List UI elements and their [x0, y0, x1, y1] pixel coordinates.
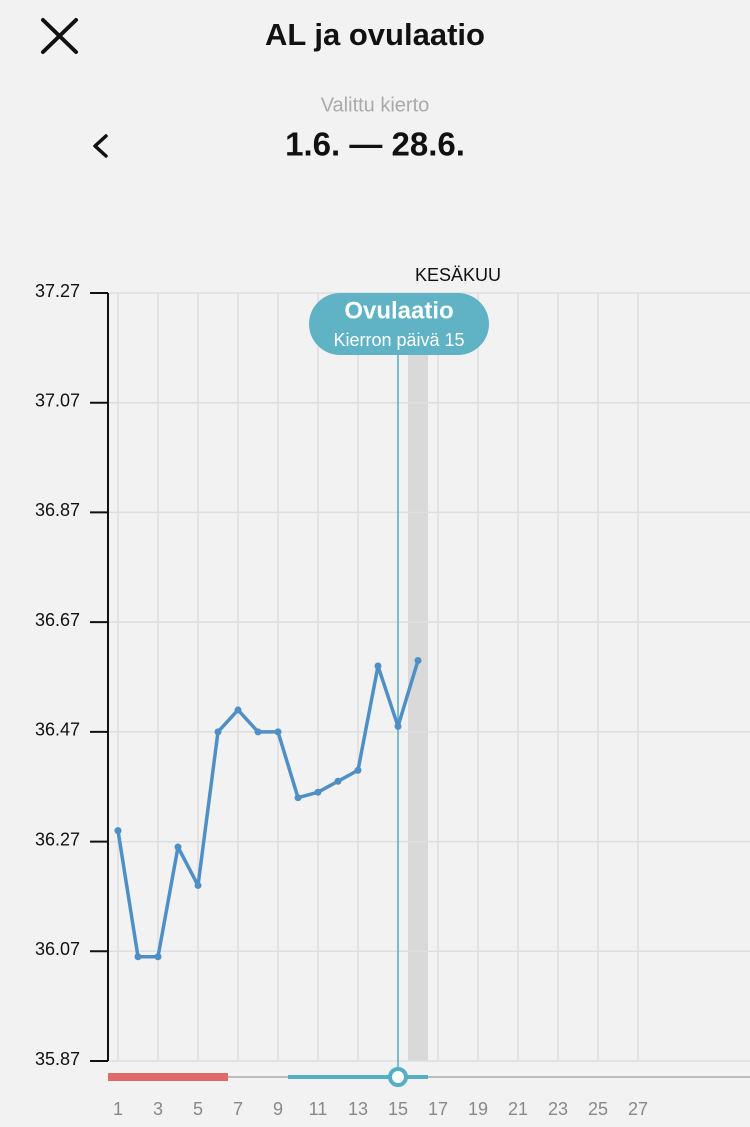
x-tick-label: 17 [428, 1099, 448, 1119]
x-tick-label: 3 [153, 1099, 163, 1119]
period-bar [108, 1073, 228, 1081]
data-point [214, 728, 222, 736]
ovulation-marker [388, 1067, 408, 1087]
x-tick-label: 13 [348, 1099, 368, 1119]
x-tick-label: 19 [468, 1099, 488, 1119]
y-tick-label: 36.67 [35, 610, 80, 630]
x-tick-label: 9 [273, 1099, 283, 1119]
data-point [194, 881, 202, 889]
data-point [114, 827, 122, 835]
x-tick-label: 15 [388, 1099, 408, 1119]
x-tick-label: 27 [628, 1099, 648, 1119]
cycle-range: 1.6. — 28.6. [285, 126, 465, 163]
fertile-bar [288, 1075, 428, 1079]
x-tick-label: 11 [309, 1099, 328, 1119]
data-point [414, 657, 422, 665]
y-tick-label: 36.47 [35, 720, 80, 740]
data-point [314, 788, 322, 796]
y-tick-label: 36.27 [35, 829, 80, 849]
close-icon [41, 18, 78, 54]
data-point [234, 706, 242, 714]
y-tick-label: 35.87 [35, 1049, 80, 1069]
y-tick-label: 37.27 [35, 281, 80, 301]
x-tick-label: 1 [113, 1099, 123, 1119]
callout-title: Ovulaatio [344, 297, 453, 324]
y-tick-label: 37.07 [35, 390, 80, 410]
y-tick-label: 36.87 [35, 500, 80, 520]
x-tick-label: 21 [508, 1099, 528, 1119]
data-point [254, 728, 262, 736]
ovulation-callout [309, 293, 489, 355]
title: AL ja ovulaatio [265, 17, 485, 52]
data-point [374, 662, 382, 670]
callout-subtitle: Kierron päivä 15 [333, 330, 464, 350]
data-point [294, 794, 302, 802]
chart: 35.87 36.07 36.27 36.47 36.67 36.87 37.07 37.27… [35, 265, 750, 1119]
previous-button[interactable] [93, 134, 108, 158]
data-point [174, 843, 182, 851]
temperature-line [116, 660, 420, 959]
x-tick-label: 25 [588, 1099, 608, 1119]
data-point [334, 777, 342, 785]
data-point [274, 728, 282, 736]
x-tick-label: 23 [548, 1099, 568, 1119]
data-point [354, 766, 362, 774]
data-point [394, 722, 402, 730]
x-tick-label: 7 [233, 1099, 243, 1119]
month-label: KESÄKUU [415, 265, 501, 285]
cycle-label: Valittu kierto [321, 94, 430, 116]
data-point [154, 953, 162, 961]
data-point [134, 953, 142, 961]
x-tick-label: 5 [193, 1099, 203, 1119]
close-button[interactable] [41, 18, 78, 54]
y-tick-label: 36.07 [35, 939, 80, 959]
ovulation-shade [408, 293, 428, 1061]
